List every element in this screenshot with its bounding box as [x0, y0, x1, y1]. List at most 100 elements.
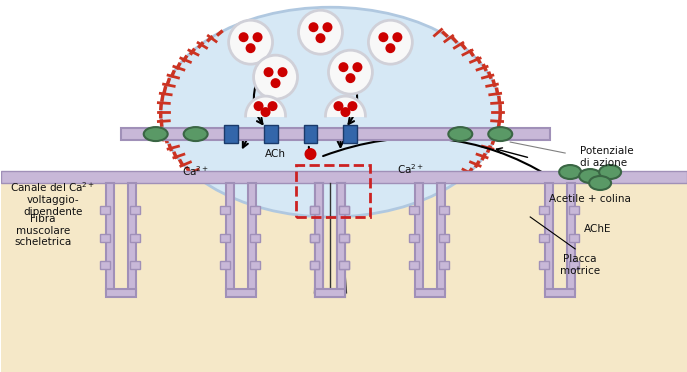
Bar [339, 234, 350, 242]
Bar [121, 128, 550, 140]
Bar [337, 183, 346, 293]
Bar [409, 234, 419, 242]
Bar [315, 289, 346, 297]
Ellipse shape [589, 176, 611, 190]
Circle shape [322, 22, 333, 32]
Bar [416, 183, 423, 293]
Circle shape [304, 148, 317, 160]
Bar [100, 262, 110, 269]
Text: Placca
motrice: Placca motrice [560, 254, 600, 276]
Ellipse shape [144, 127, 168, 141]
Bar [249, 206, 260, 215]
Bar [249, 262, 260, 269]
Circle shape [352, 62, 363, 72]
Bar [315, 183, 324, 293]
Bar [106, 183, 114, 293]
Bar [439, 206, 449, 215]
Circle shape [253, 32, 262, 42]
Ellipse shape [599, 165, 621, 179]
Circle shape [278, 67, 288, 77]
Bar [310, 234, 319, 242]
Bar [247, 183, 256, 293]
Text: Ca$^{2+}$: Ca$^{2+}$ [182, 164, 210, 178]
Circle shape [385, 43, 396, 53]
Bar [439, 234, 449, 242]
Ellipse shape [161, 7, 500, 217]
Circle shape [238, 32, 249, 42]
Circle shape [267, 101, 278, 111]
Circle shape [254, 101, 264, 111]
Ellipse shape [488, 127, 513, 141]
Bar [128, 183, 136, 293]
Bar [409, 262, 419, 269]
Bar [337, 183, 346, 293]
Bar [225, 183, 234, 293]
Bar [339, 206, 350, 215]
Circle shape [315, 33, 326, 43]
Bar [1, 177, 687, 372]
Circle shape [229, 20, 273, 64]
Ellipse shape [183, 127, 207, 141]
Circle shape [346, 73, 355, 83]
Bar [310, 206, 319, 215]
Bar [315, 183, 324, 293]
Circle shape [245, 43, 256, 53]
Bar [130, 262, 139, 269]
Bar [100, 234, 110, 242]
Bar [344, 125, 357, 143]
Circle shape [339, 62, 348, 72]
Bar [225, 289, 256, 297]
Circle shape [368, 20, 412, 64]
Bar [249, 234, 260, 242]
Bar [310, 262, 319, 269]
Bar [339, 262, 350, 269]
Ellipse shape [559, 165, 581, 179]
Bar [569, 234, 579, 242]
Bar [315, 289, 346, 297]
Bar [220, 262, 229, 269]
Circle shape [254, 55, 297, 99]
Bar [339, 206, 350, 215]
Bar [295, 165, 370, 217]
Circle shape [348, 101, 357, 111]
Text: AChE: AChE [585, 224, 612, 234]
Text: Fibra
muscolare
scheletrica: Fibra muscolare scheletrica [14, 214, 71, 247]
Circle shape [264, 67, 273, 77]
Bar [310, 234, 319, 242]
Text: Potenziale
di azione: Potenziale di azione [580, 146, 634, 168]
Bar [569, 206, 579, 215]
Bar [100, 206, 110, 215]
Bar [304, 125, 317, 143]
Bar [539, 262, 549, 269]
Bar [130, 206, 139, 215]
Bar [264, 125, 278, 143]
Bar [438, 183, 445, 293]
Bar [567, 183, 575, 293]
Bar [339, 234, 350, 242]
Text: Acetile + colina: Acetile + colina [549, 194, 631, 204]
Bar [545, 183, 553, 293]
Bar [310, 206, 319, 215]
Bar [106, 289, 136, 297]
Circle shape [299, 10, 342, 54]
Bar [130, 234, 139, 242]
Bar [220, 206, 229, 215]
Bar [545, 289, 575, 297]
Circle shape [328, 50, 372, 94]
Text: Ca$^{2+}$: Ca$^{2+}$ [397, 162, 424, 176]
Circle shape [379, 32, 388, 42]
Ellipse shape [449, 127, 472, 141]
Circle shape [341, 107, 350, 117]
Bar [439, 262, 449, 269]
Text: ACh: ACh [264, 149, 286, 159]
Polygon shape [245, 96, 286, 116]
Ellipse shape [579, 169, 601, 183]
Circle shape [271, 78, 280, 88]
Bar [416, 289, 445, 297]
Bar [310, 262, 319, 269]
Bar [569, 262, 579, 269]
Bar [1, 171, 687, 183]
Bar [539, 206, 549, 215]
Bar [409, 206, 419, 215]
Circle shape [308, 22, 319, 32]
